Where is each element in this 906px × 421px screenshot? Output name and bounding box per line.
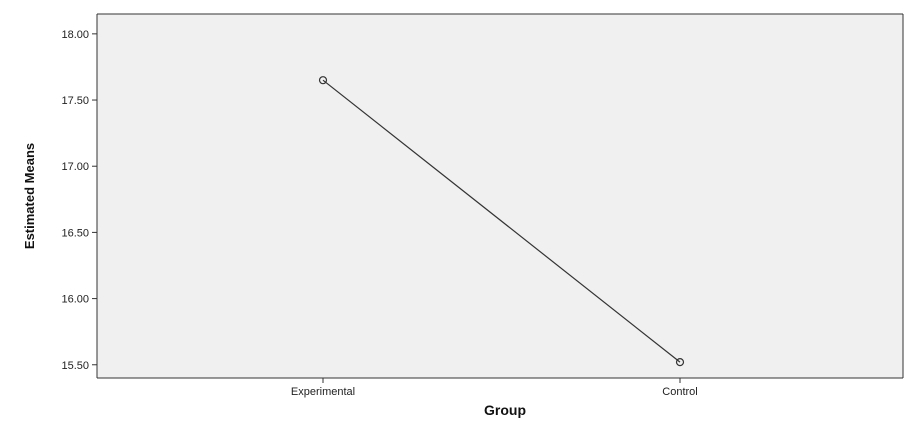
x-axis-ticks: Experimental Control xyxy=(291,378,698,398)
y-tick-label: 16.00 xyxy=(61,294,89,306)
series-layer xyxy=(318,76,685,367)
data-point-marker xyxy=(318,76,328,85)
data-point-marker xyxy=(675,358,685,367)
y-tick-label: 17.00 xyxy=(61,161,89,173)
y-axis-ticks: 15.50 16.00 16.50 17.00 17.50 18.00 xyxy=(61,29,97,372)
plot-background xyxy=(97,14,903,378)
x-tick-label: Experimental xyxy=(291,386,355,398)
y-axis-title: Estimated Means xyxy=(22,143,37,249)
y-tick-label: 16.50 xyxy=(61,227,89,239)
series-line xyxy=(322,79,681,363)
x-tick-label: Control xyxy=(662,386,697,398)
x-axis-title: Group xyxy=(484,402,526,418)
y-tick-label: 15.50 xyxy=(61,360,89,372)
y-tick-label: 18.00 xyxy=(61,29,89,41)
y-tick-label: 17.50 xyxy=(61,95,89,107)
